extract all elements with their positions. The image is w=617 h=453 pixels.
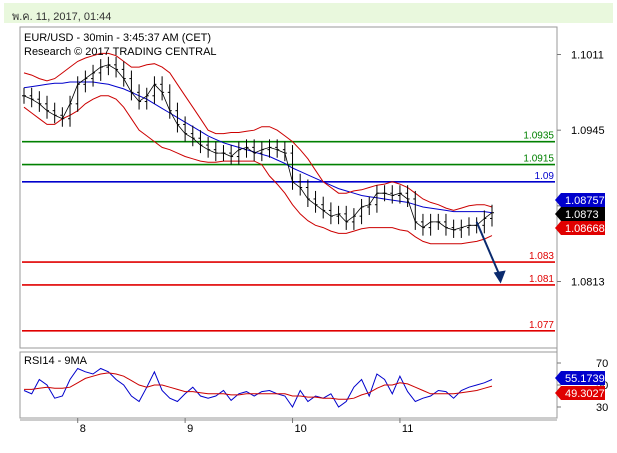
time-axis-label: 8 bbox=[80, 423, 86, 435]
price-axis-label: 1.1011 bbox=[571, 50, 604, 62]
price-axis-label: 1.0813 bbox=[571, 277, 605, 289]
projection-arrow-line bbox=[475, 221, 501, 276]
price-tag-1-bg bbox=[555, 207, 605, 221]
level-label-0: 1.0935 bbox=[523, 131, 554, 142]
price-axis-label: 1.0945 bbox=[571, 125, 605, 137]
price-tag-1: 1.0873 bbox=[565, 209, 599, 221]
rsi-tag-1-bg bbox=[555, 386, 605, 400]
price-tag-0-bg bbox=[555, 193, 605, 207]
chart-title: EUR/USD - 30min - 3:45:37 AM (CET) bbox=[24, 32, 211, 44]
rsi-axis-label: 70 bbox=[596, 358, 608, 370]
time-axis-label: 11 bbox=[402, 423, 413, 435]
level-label-1: 1.0915 bbox=[523, 154, 554, 165]
time-axis-label: 10 bbox=[295, 423, 307, 435]
level-label-4: 1.081 bbox=[529, 274, 554, 285]
time-axis-label: 9 bbox=[187, 423, 193, 435]
rsi-tag-0: 55.1739 bbox=[565, 373, 605, 385]
bollinger-lower-line bbox=[23, 95, 493, 245]
bollinger-upper-line bbox=[23, 52, 493, 211]
price-tag-2-bg bbox=[555, 221, 605, 235]
price-panel-frame bbox=[19, 26, 558, 349]
projection-arrow-head bbox=[493, 270, 506, 284]
moving-average-line bbox=[23, 81, 493, 214]
rsi-title: RSI14 - 9MA bbox=[24, 355, 88, 367]
price-tag-0: 1.08757 bbox=[565, 195, 605, 207]
rsi-tag-1: 49.3027 bbox=[565, 388, 605, 400]
header-bar: พ.ค. 11, 2017, 01:44 bbox=[4, 3, 613, 23]
header-timestamp: พ.ค. 11, 2017, 01:44 bbox=[12, 11, 112, 23]
rsi-axis-label: 30 bbox=[596, 402, 608, 414]
chart-subtitle: Research © 2017 TRADING CENTRAL bbox=[24, 46, 217, 58]
price-tag-2: 1.08668 bbox=[565, 223, 605, 235]
level-label-3: 1.083 bbox=[529, 251, 554, 262]
level-label-2: 1.09 bbox=[535, 171, 555, 182]
rsi-tag-0-bg bbox=[555, 371, 605, 385]
level-label-5: 1.077 bbox=[529, 320, 554, 331]
rsi-ma-line bbox=[24, 372, 493, 400]
